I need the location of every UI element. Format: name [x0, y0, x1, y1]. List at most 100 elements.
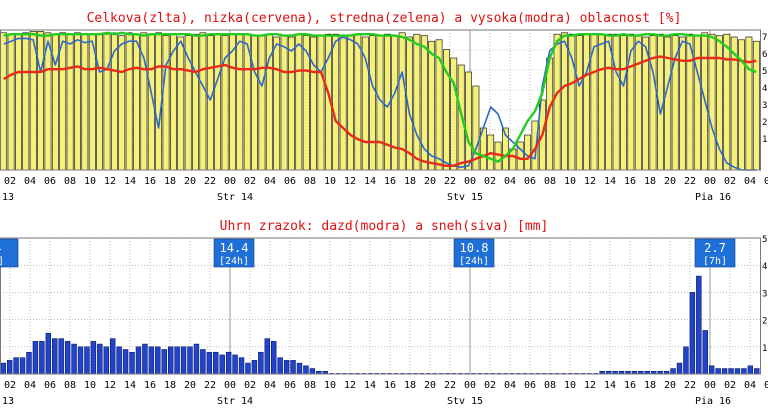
precip-rain-bar [251, 360, 258, 375]
cloud-total-bar [693, 35, 701, 171]
cloud-total-bar [561, 32, 568, 171]
cloud-total-bar [96, 33, 104, 171]
precip-x-axis: 02 04 06 08 10 12 14 16 18 20 22 00 02 04 06 08 10 12 14 16… [2, 380, 768, 407]
cloud-total-bar [317, 35, 325, 171]
precip-x-tick-label: 20 [424, 380, 436, 391]
precip-x-tick-label: 00 [464, 380, 476, 391]
cloud-y-axis: 7 6 5 4 3 2 1 [762, 33, 767, 145]
precip-rain-bar [122, 349, 129, 375]
precip-rain-bar [245, 362, 251, 375]
precip-badge-value: 14.4 [220, 241, 249, 255]
precip-rain-bar [174, 346, 180, 375]
cloud-total-bar [347, 35, 354, 171]
cloud-total-bar [280, 35, 288, 171]
cloud-x-tick-label: 04 [744, 176, 756, 187]
cloud-total-bar [0, 32, 8, 171]
cloud-x-tick-label: 12 [104, 176, 116, 187]
precip-x-tick-label: 10 [324, 380, 336, 391]
cloud-x-tick-label: 14 [364, 176, 376, 187]
cloud-total-bar [199, 32, 207, 171]
cloud-y-tick-label: 6 [762, 50, 767, 60]
cloud-total-bar [354, 33, 362, 171]
precip-badge-value: 4 [0, 241, 2, 255]
cloud-x-tick-label: 18 [164, 176, 176, 187]
precip-x-tick-label: 16 [144, 380, 156, 391]
precip-rain-bar [90, 341, 97, 375]
cloud-y-tick-label: 2 [762, 118, 767, 128]
cloud-x-tick-label: 06 [284, 176, 296, 187]
precip-rain-bar [715, 368, 721, 375]
precip-x-tick-label: 16 [624, 380, 636, 391]
precip-rain-bar [155, 346, 161, 375]
precip-x-tick-label: 06 [284, 380, 296, 391]
precip-rain-bar [116, 346, 122, 375]
precip-rain-bar [26, 351, 32, 375]
cloud-total-bar [66, 33, 74, 171]
cloud-y-tick-label: 1 [762, 135, 767, 145]
cloud-total-bar [7, 33, 15, 171]
precip-x-tick-label: 06 [524, 380, 536, 391]
precip-rain-bar [689, 292, 696, 375]
precip-x-tick-label: 06 [764, 380, 768, 391]
precip-badge-period: [24h] [459, 256, 489, 267]
precip-rain-bar [129, 351, 135, 375]
precip-rain-bar [167, 346, 174, 375]
cloud-chart-title: Celkova(zlta), nizka(cervena), stredna(z… [87, 11, 682, 26]
precip-rain-bar [32, 341, 39, 375]
cloud-total-bar [110, 32, 118, 171]
cloud-total-bar [634, 35, 642, 171]
cloud-total-bar [679, 36, 686, 171]
cloud-y-tick-label: 7 [762, 33, 767, 43]
precip-x-tick-label: 10 [564, 380, 576, 391]
precip-day-label: Stv 15 [447, 396, 483, 407]
cloud-x-tick-label: 12 [344, 176, 356, 187]
cloud-x-axis: 02 04 06 08 10 12 14 16 18 20 22 00 02 04 06 08 10 12 14 16… [2, 176, 768, 203]
precip-rain-bar [283, 360, 290, 375]
precip-total-badge: 4h] [0, 238, 19, 268]
precip-badge-box [694, 238, 736, 268]
cloud-x-tick-label: 16 [624, 176, 636, 187]
cloud-total-bar [553, 33, 561, 171]
cloud-x-tick-label: 10 [564, 176, 576, 187]
precip-x-tick-label: 12 [584, 380, 596, 391]
cloud-total-bar [413, 33, 421, 171]
precip-rain-bar [728, 368, 734, 375]
precip-rain-bar [161, 349, 167, 375]
precip-rain-bar [258, 351, 264, 375]
cloud-total-bar [51, 33, 59, 171]
precip-rain-bar [200, 349, 206, 375]
cloud-low-line [3, 55, 757, 168]
precip-badge-period: [24h] [219, 256, 249, 267]
precip-rain-bar [148, 346, 155, 375]
precip-x-tick-label: 16 [384, 380, 396, 391]
cloud-total-bar [177, 36, 185, 171]
cloud-total-bar [74, 32, 81, 171]
precip-rain-bar [193, 343, 200, 375]
cloud-x-tick-label: 18 [644, 176, 656, 187]
precip-y-tick-label: 1 [762, 344, 767, 354]
precip-x-tick-label: 08 [304, 380, 316, 391]
cloud-y-tick-label: 5 [762, 67, 767, 77]
precip-x-tick-label: 22 [444, 380, 456, 391]
cloud-total-bar [103, 33, 111, 171]
precip-rain-bar [0, 362, 6, 375]
precip-rain-bar [213, 351, 219, 375]
cloud-x-tick-label: 14 [124, 176, 136, 187]
precip-rain-bar [271, 341, 277, 375]
precip-badge-value: 2.7 [704, 241, 726, 255]
cloud-x-tick-label: 00 [224, 176, 236, 187]
precip-badge-box [0, 238, 19, 268]
precip-rain-bar [296, 362, 303, 375]
precip-x-tick-label: 04 [264, 380, 276, 391]
precip-rain-bar [187, 346, 193, 375]
cloud-total-bar [214, 33, 222, 171]
cloud-total-bar [251, 35, 258, 171]
precip-rain-bar [71, 343, 77, 375]
precip-rain-bar [696, 275, 702, 375]
precip-y-axis: 5 4 3 2 1 [762, 235, 767, 354]
precip-x-tick-label: 12 [104, 380, 116, 391]
cloud-total-bar [649, 35, 657, 171]
precip-x-tick-label: 10 [84, 380, 96, 391]
precip-chart-title: Uhrn zrazok: dazd(modra) a sneh(siva) [m… [220, 219, 549, 234]
cloud-day-label: 13 [2, 192, 14, 203]
